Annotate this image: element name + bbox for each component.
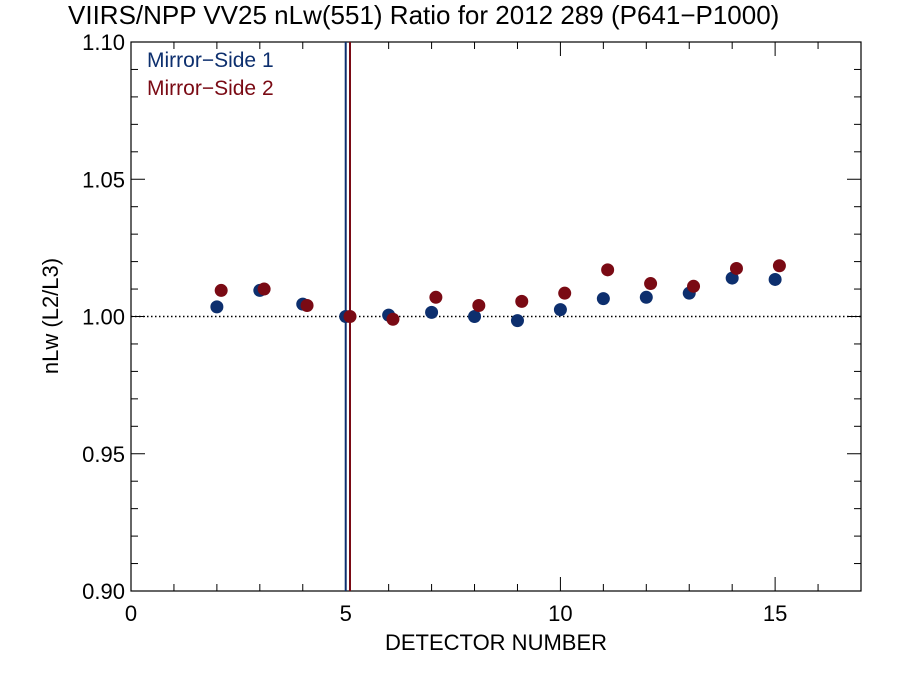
data-point xyxy=(472,299,486,313)
data-point xyxy=(729,261,743,275)
x-tick-label: 15 xyxy=(763,601,787,626)
x-axis-label: DETECTOR NUMBER xyxy=(385,630,607,655)
legend-entry: Mirror−Side 2 xyxy=(147,77,274,100)
data-point xyxy=(425,305,439,319)
data-point xyxy=(343,310,357,323)
x-tick-label: 5 xyxy=(340,601,352,626)
x-tick-label: 0 xyxy=(125,601,137,626)
data-marks xyxy=(210,42,786,591)
data-point xyxy=(639,290,653,304)
y-tick-label: 1.10 xyxy=(82,30,125,55)
y-tick-label: 1.00 xyxy=(82,305,125,330)
data-point xyxy=(687,279,701,293)
data-point xyxy=(553,303,567,317)
data-point xyxy=(300,299,314,313)
x-tick-label: 10 xyxy=(548,601,572,626)
data-point xyxy=(558,286,572,300)
data-point xyxy=(210,300,224,314)
data-point xyxy=(257,282,271,296)
y-tick-label: 1.05 xyxy=(82,167,125,192)
axes: 0 5 10 15 0.90 0.95 1.00 1.05 1.10 xyxy=(82,30,862,626)
data-point xyxy=(768,272,782,286)
data-point xyxy=(601,263,615,277)
y-tick-label: 0.95 xyxy=(82,442,125,467)
chart-title: VIIRS/NPP VV25 nLw(551) Ratio for 2012 2… xyxy=(68,0,779,30)
legend-entry: Mirror−Side 1 xyxy=(147,49,274,72)
data-point xyxy=(468,310,482,323)
y-tick-label: 0.90 xyxy=(82,579,125,604)
data-point xyxy=(772,259,786,273)
data-point xyxy=(386,312,400,326)
data-point xyxy=(214,283,228,297)
legend: Mirror−Side 1 Mirror−Side 2 xyxy=(147,49,274,100)
data-point xyxy=(644,277,658,291)
data-point xyxy=(429,290,443,304)
data-point xyxy=(596,292,610,306)
y-axis-label: nLw (L2/L3) xyxy=(38,258,63,374)
data-point xyxy=(515,294,529,308)
data-point xyxy=(510,314,524,328)
